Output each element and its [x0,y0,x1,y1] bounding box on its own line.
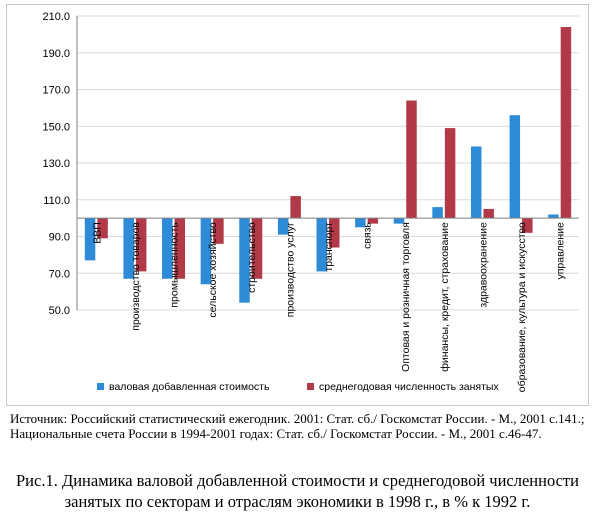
figure-caption: Рис.1. Динамика валовой добавленной стои… [16,471,579,511]
category-label: образование, культура и искусство [516,222,528,392]
y-tick-label: 190.0 [42,48,70,60]
legend-label: валовая добавленная стоимость [109,381,270,393]
category-label: финансы, кредит, страхование [439,222,451,372]
bar-value-added [162,218,173,279]
y-tick-label: 50.0 [49,305,70,317]
bar-value-added [393,218,405,224]
category-label: Оптовая и розничная торговля [400,222,412,372]
bar-employment [406,100,417,219]
bar-value-added [277,218,289,235]
bar-value-added [355,218,366,228]
bar-employment [135,218,147,272]
bar-value-added [509,115,521,219]
bar-employment [560,27,572,219]
bar-employment [444,128,456,219]
bar-employment [367,218,379,224]
category-label: сельское хозяйство [207,222,219,318]
y-tick-label: 70.0 [49,268,70,280]
y-tick-label: 210.0 [42,11,70,23]
bar-employment [213,218,224,244]
legend-label: среднегодовая численность занятых [319,381,499,393]
category-label: связь [362,222,374,249]
category-label: строительство [246,222,258,293]
category-label: управление [555,222,567,280]
bar-value-added [470,146,482,219]
bar-employment [290,196,301,219]
bar-employment [522,218,533,233]
category-label: производство товаров [130,222,142,331]
category-label: производство услуг [284,222,296,317]
bar-value-added [200,218,212,285]
y-tick-label: 110.0 [43,195,70,207]
bar-value-added [316,218,327,272]
bar-value-added [548,214,559,219]
bar-employment [483,208,494,219]
bar-value-added [239,218,250,303]
bar-employment [329,218,340,248]
legend-swatch [97,383,104,390]
source-note: Источник: Российский статистический ежег… [10,411,585,441]
bar-value-added [84,218,96,261]
category-label: ВВП [91,222,103,244]
chart-area: 50.0 70.0 90.0 110.0 130.0 150.0 170.0 190.0 210… [6,4,589,406]
category-label: транспорт [323,222,335,272]
y-tick-label: 90.0 [49,232,70,244]
category-label: здравоохранение [477,222,489,308]
bar-value-added [432,207,443,219]
bar-value-added [123,218,134,279]
y-tick-label: 130.0 [42,158,70,170]
y-tick-label: 170.0 [42,85,70,97]
bar-employment [97,218,108,239]
y-tick-label: 150.0 [42,121,70,133]
bar-chart: 50.0 70.0 90.0 110.0 130.0 150.0 170.0 190.0 210… [42,11,579,393]
category-label: промышленность [169,222,181,308]
legend-swatch [307,383,314,390]
bar-employment [174,218,186,279]
bar-employment [251,218,263,279]
